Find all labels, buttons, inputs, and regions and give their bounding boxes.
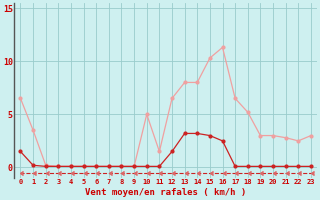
X-axis label: Vent moyen/en rafales ( km/h ): Vent moyen/en rafales ( km/h ) <box>85 188 246 197</box>
